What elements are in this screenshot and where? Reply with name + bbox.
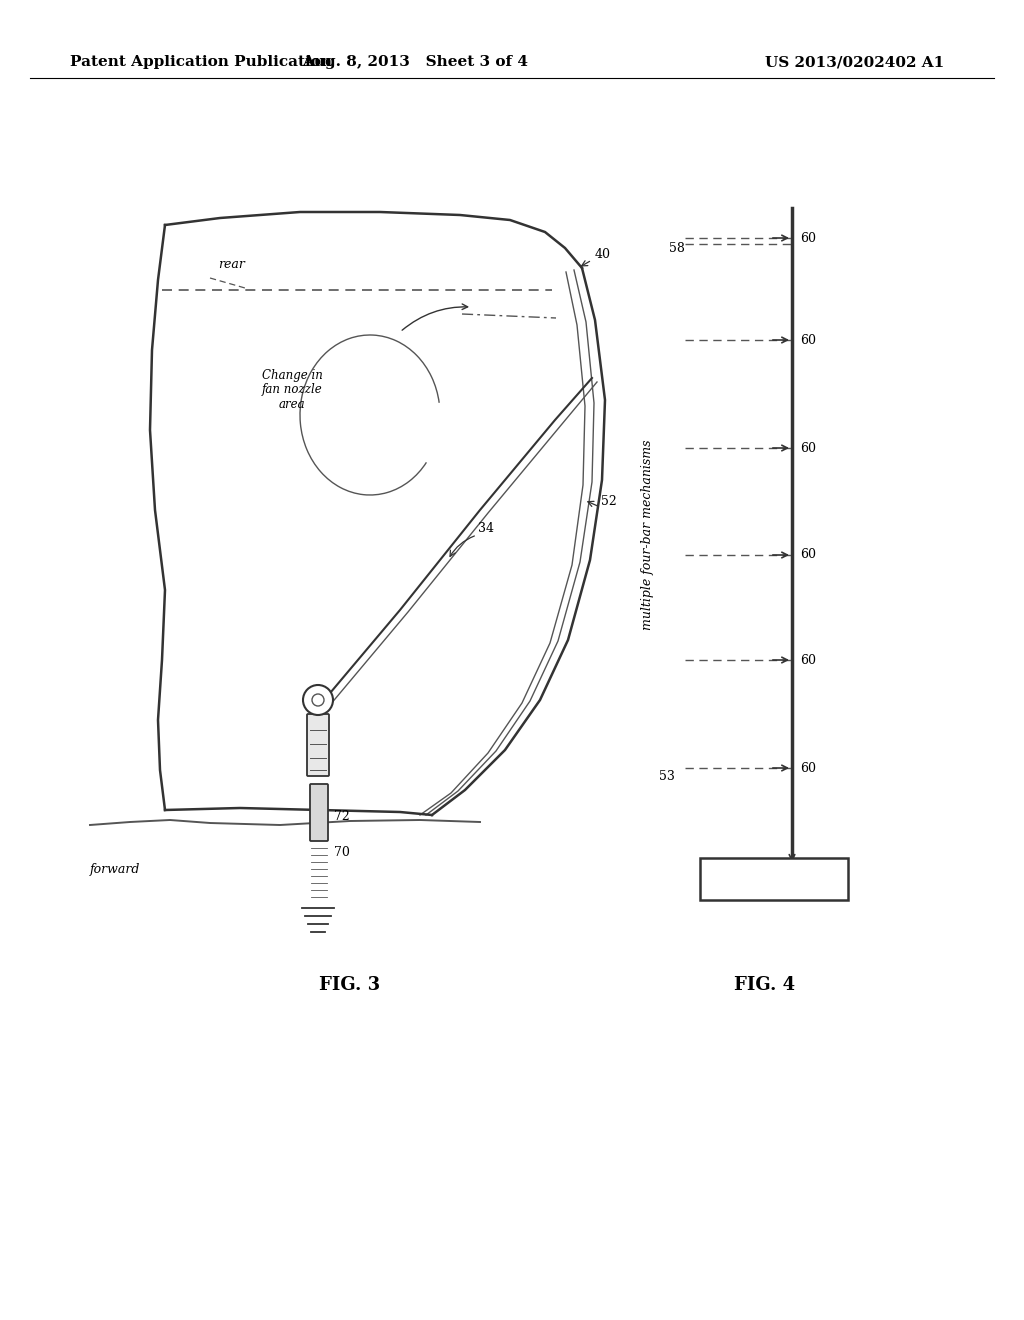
Text: 58: 58 xyxy=(669,242,685,255)
Text: 52: 52 xyxy=(601,495,616,508)
Text: US 2013/0202402 A1: US 2013/0202402 A1 xyxy=(765,55,944,69)
Text: 70: 70 xyxy=(334,846,350,859)
Text: 60: 60 xyxy=(800,441,816,454)
Text: forward: forward xyxy=(90,863,140,876)
Text: FIG. 4: FIG. 4 xyxy=(734,975,796,994)
Text: 60: 60 xyxy=(800,549,816,561)
Text: 34: 34 xyxy=(478,521,494,535)
Text: 60: 60 xyxy=(800,653,816,667)
FancyBboxPatch shape xyxy=(310,784,328,841)
Text: Patent Application Publication: Patent Application Publication xyxy=(70,55,332,69)
Text: 60: 60 xyxy=(800,334,816,346)
Text: Short Actuator: Short Actuator xyxy=(727,873,821,886)
Text: FIG. 3: FIG. 3 xyxy=(319,975,381,994)
Circle shape xyxy=(312,694,324,706)
Bar xyxy=(700,858,848,900)
Text: multiple four-bar mechanisms: multiple four-bar mechanisms xyxy=(641,440,654,630)
Text: Change in
fan nozzle
area: Change in fan nozzle area xyxy=(261,368,323,412)
Text: 53: 53 xyxy=(659,770,675,783)
Text: 72: 72 xyxy=(334,810,350,822)
Text: 40: 40 xyxy=(595,248,611,261)
FancyArrowPatch shape xyxy=(402,304,468,330)
Text: 60: 60 xyxy=(800,762,816,775)
Text: rear: rear xyxy=(218,259,245,272)
Text: 60: 60 xyxy=(800,231,816,244)
Text: Aug. 8, 2013   Sheet 3 of 4: Aug. 8, 2013 Sheet 3 of 4 xyxy=(302,55,528,69)
Text: 62: 62 xyxy=(831,869,848,880)
Circle shape xyxy=(303,685,333,715)
FancyBboxPatch shape xyxy=(307,714,329,776)
